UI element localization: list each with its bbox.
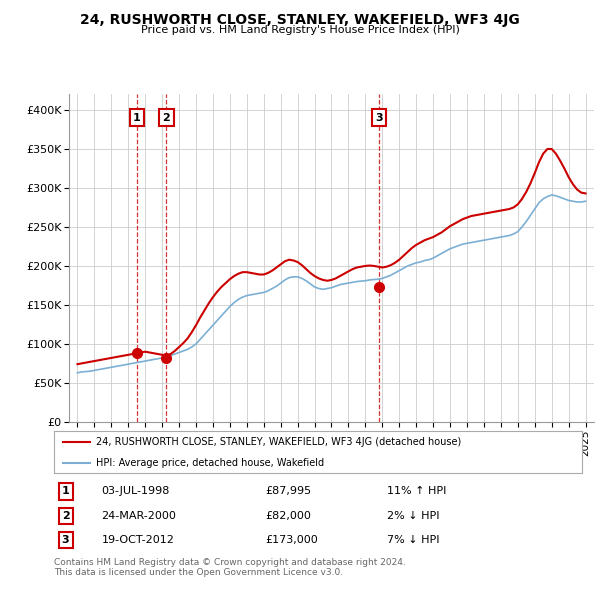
Text: 2% ↓ HPI: 2% ↓ HPI (386, 511, 439, 520)
Text: 7% ↓ HPI: 7% ↓ HPI (386, 535, 439, 545)
Text: 1: 1 (62, 487, 70, 497)
Text: £87,995: £87,995 (265, 487, 311, 497)
Text: Price paid vs. HM Land Registry's House Price Index (HPI): Price paid vs. HM Land Registry's House … (140, 25, 460, 35)
Text: 19-OCT-2012: 19-OCT-2012 (101, 535, 175, 545)
Text: 1: 1 (133, 113, 140, 123)
Text: 2: 2 (62, 511, 70, 520)
Text: 03-JUL-1998: 03-JUL-1998 (101, 487, 170, 497)
Text: 3: 3 (375, 113, 383, 123)
Text: HPI: Average price, detached house, Wakefield: HPI: Average price, detached house, Wake… (96, 458, 325, 467)
Text: 24-MAR-2000: 24-MAR-2000 (101, 511, 176, 520)
Text: 2: 2 (163, 113, 170, 123)
Text: 3: 3 (62, 535, 70, 545)
Text: £82,000: £82,000 (265, 511, 311, 520)
Text: 11% ↑ HPI: 11% ↑ HPI (386, 487, 446, 497)
Text: £173,000: £173,000 (265, 535, 318, 545)
Text: 24, RUSHWORTH CLOSE, STANLEY, WAKEFIELD, WF3 4JG (detached house): 24, RUSHWORTH CLOSE, STANLEY, WAKEFIELD,… (96, 437, 461, 447)
Text: Contains HM Land Registry data © Crown copyright and database right 2024.
This d: Contains HM Land Registry data © Crown c… (54, 558, 406, 577)
Text: 24, RUSHWORTH CLOSE, STANLEY, WAKEFIELD, WF3 4JG: 24, RUSHWORTH CLOSE, STANLEY, WAKEFIELD,… (80, 13, 520, 27)
